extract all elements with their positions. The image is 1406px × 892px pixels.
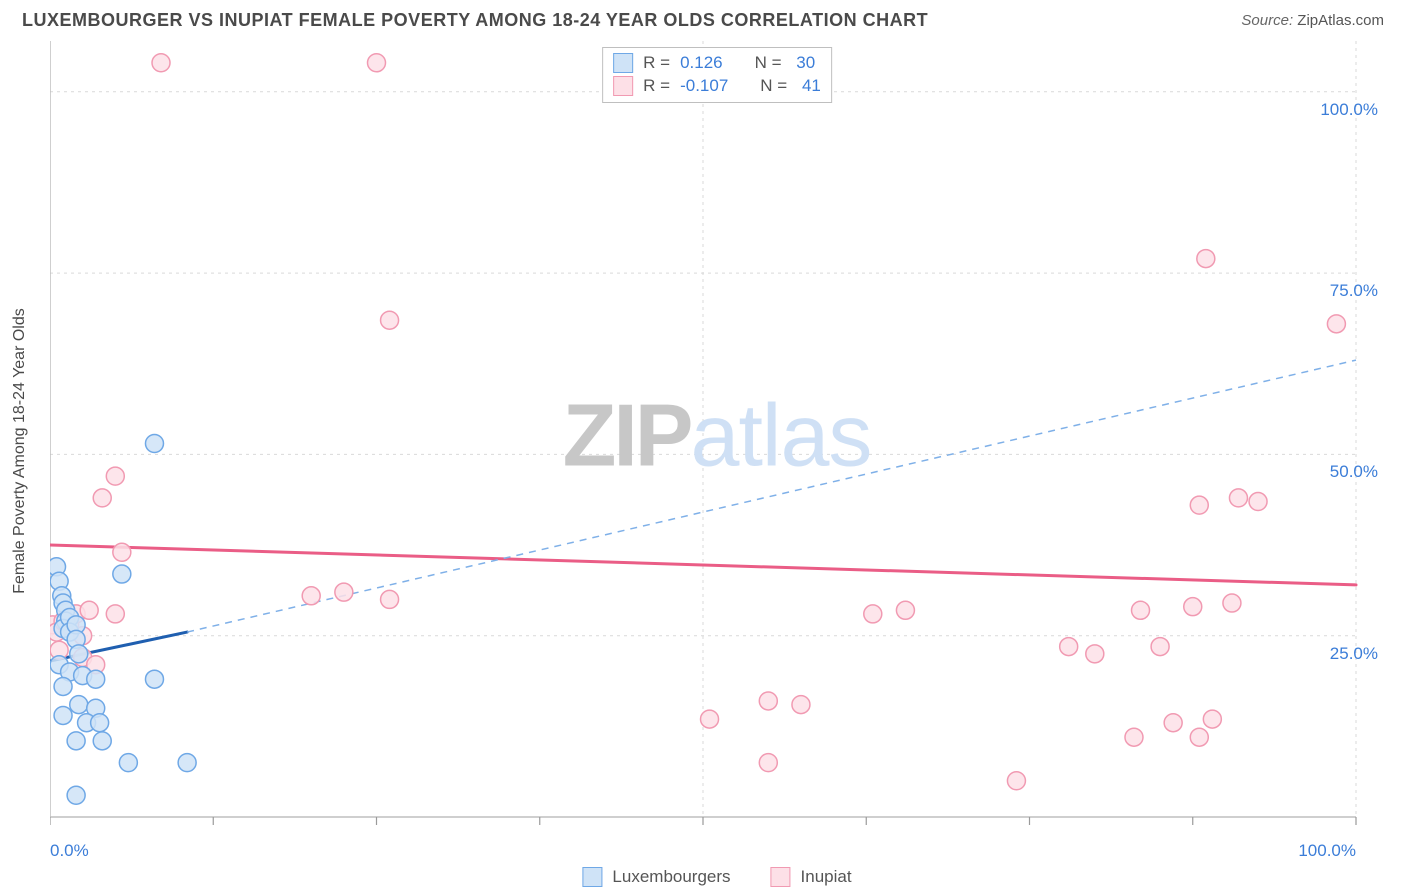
chart-title: LUXEMBOURGER VS INUPIAT FEMALE POVERTY A… (22, 10, 928, 31)
y-tick-label: 50.0% (1330, 462, 1378, 482)
stats-row: R = -0.107 N = 41 (613, 75, 821, 98)
y-tick-label: 25.0% (1330, 644, 1378, 664)
legend-swatch (613, 76, 633, 96)
stat-n-value: 30 (792, 52, 816, 75)
stat-r-label: R = (643, 52, 670, 75)
stat-n-value: 41 (797, 75, 821, 98)
x-tick-label: 100.0% (1298, 841, 1356, 861)
header: LUXEMBOURGER VS INUPIAT FEMALE POVERTY A… (0, 0, 1406, 35)
source-attribution: Source: ZipAtlas.com (1241, 12, 1384, 29)
y-tick-label: 100.0% (1320, 100, 1378, 120)
legend: Luxembourgers Inupiat (582, 867, 851, 887)
stat-r-label: R = (643, 75, 670, 98)
legend-item: Inupiat (771, 867, 852, 887)
legend-swatch (771, 867, 791, 887)
legend-label: Inupiat (801, 867, 852, 887)
legend-swatch (582, 867, 602, 887)
source-value: ZipAtlas.com (1297, 12, 1384, 29)
legend-item: Luxembourgers (582, 867, 730, 887)
stat-r-value: -0.107 (680, 75, 728, 98)
source-label: Source: (1241, 12, 1293, 29)
y-axis-label: Female Poverty Among 18-24 Year Olds (11, 308, 29, 594)
legend-swatch (613, 53, 633, 73)
y-tick-label: 75.0% (1330, 281, 1378, 301)
x-tick-label: 0.0% (50, 841, 89, 861)
scatter-plot (50, 41, 1384, 861)
chart-area: Female Poverty Among 18-24 Year Olds ZIP… (50, 41, 1384, 861)
stat-n-label: N = (760, 75, 787, 98)
stat-r-value: 0.126 (680, 52, 723, 75)
stat-n-label: N = (755, 52, 782, 75)
stats-row: R = 0.126 N = 30 (613, 52, 821, 75)
correlation-stats-box: R = 0.126 N = 30 R = -0.107 N = 41 (602, 47, 832, 103)
legend-label: Luxembourgers (612, 867, 730, 887)
